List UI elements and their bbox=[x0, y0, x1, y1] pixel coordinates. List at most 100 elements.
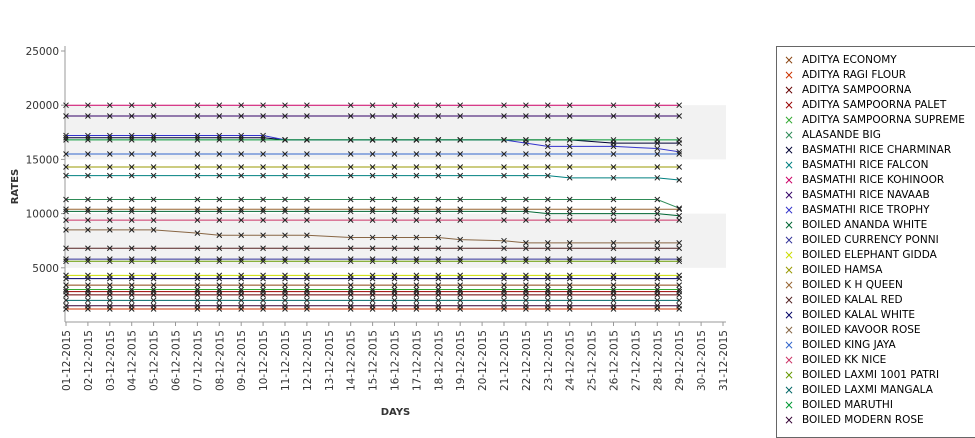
data-point-marker bbox=[501, 256, 507, 262]
data-point-marker bbox=[194, 208, 201, 215]
data-point-marker bbox=[260, 164, 266, 170]
series-line bbox=[63, 272, 683, 279]
data-point-marker bbox=[413, 206, 420, 213]
data-point-marker bbox=[413, 258, 420, 265]
data-point-marker bbox=[413, 245, 420, 252]
data-point-marker bbox=[523, 282, 529, 288]
data-point-marker bbox=[501, 245, 507, 252]
data-point-marker bbox=[238, 232, 245, 239]
data-point-marker bbox=[654, 240, 661, 246]
series-line bbox=[63, 137, 683, 143]
data-point-marker bbox=[544, 240, 551, 246]
data-point-marker bbox=[523, 208, 529, 215]
data-point-marker bbox=[347, 286, 354, 293]
data-point-marker bbox=[654, 174, 661, 181]
legend-item: × BOILED KING JAYA bbox=[783, 337, 896, 352]
data-point-marker bbox=[457, 236, 464, 243]
series-line bbox=[63, 288, 683, 295]
data-point-marker bbox=[501, 151, 507, 157]
data-point-marker bbox=[216, 196, 223, 203]
data-point-marker bbox=[654, 210, 661, 217]
data-point-marker bbox=[654, 113, 661, 119]
data-point-marker bbox=[523, 164, 529, 170]
legend-marker-icon: × bbox=[783, 397, 795, 412]
data-point-marker bbox=[501, 258, 507, 265]
data-point-marker bbox=[304, 151, 310, 157]
data-point-marker bbox=[523, 240, 529, 246]
data-point-marker bbox=[369, 206, 376, 213]
data-point-marker bbox=[544, 137, 551, 143]
data-point-marker bbox=[260, 196, 266, 203]
data-point-marker bbox=[413, 172, 420, 179]
data-point-marker bbox=[435, 172, 442, 179]
data-point-marker bbox=[413, 288, 420, 295]
data-point-marker bbox=[457, 113, 464, 119]
data-point-marker bbox=[457, 302, 464, 309]
data-point-marker bbox=[238, 134, 245, 141]
data-point-marker bbox=[150, 227, 157, 233]
data-point-marker bbox=[238, 151, 245, 157]
legend-item: × BOILED HAMSA bbox=[783, 262, 883, 277]
data-point-marker bbox=[347, 164, 354, 170]
data-point-marker bbox=[216, 297, 223, 304]
data-point-marker bbox=[216, 172, 223, 179]
data-point-marker bbox=[347, 245, 354, 252]
data-point-marker bbox=[194, 258, 201, 265]
data-point-marker bbox=[304, 302, 310, 309]
data-point-marker bbox=[150, 102, 157, 109]
data-point-marker bbox=[347, 217, 354, 223]
data-point-marker bbox=[610, 256, 617, 262]
data-point-marker bbox=[216, 102, 223, 109]
series-line bbox=[63, 196, 683, 212]
data-point-marker bbox=[457, 217, 464, 223]
data-point-marker bbox=[238, 208, 245, 215]
data-point-marker bbox=[566, 297, 573, 304]
data-point-marker bbox=[128, 102, 135, 109]
data-point-marker bbox=[610, 286, 617, 293]
data-point-marker bbox=[347, 102, 354, 109]
data-point-marker bbox=[610, 102, 617, 109]
data-point-marker bbox=[566, 245, 573, 252]
data-point-marker bbox=[523, 275, 529, 282]
data-point-marker bbox=[85, 256, 91, 262]
data-point-marker bbox=[347, 172, 354, 179]
data-point-marker bbox=[194, 151, 201, 157]
data-point-marker bbox=[106, 286, 113, 293]
x-tick-label: 14-12-2015 bbox=[346, 330, 358, 391]
data-point-marker bbox=[413, 286, 420, 293]
data-point-marker bbox=[435, 208, 442, 215]
data-point-marker bbox=[216, 206, 223, 213]
data-point-marker bbox=[544, 288, 551, 295]
data-point-marker bbox=[128, 302, 135, 309]
data-point-marker bbox=[150, 288, 157, 295]
data-point-marker bbox=[501, 206, 507, 213]
x-tick-label: 28-12-2015 bbox=[652, 330, 664, 391]
data-point-marker bbox=[654, 288, 661, 295]
data-point-marker bbox=[501, 102, 507, 109]
data-point-marker bbox=[457, 282, 464, 288]
data-point-marker bbox=[676, 258, 683, 265]
data-point-marker bbox=[369, 151, 376, 157]
legend-label: BOILED LAXMI 1001 PATRI bbox=[802, 368, 940, 381]
legend-item: × BOILED CURRENCY PONNI bbox=[783, 232, 939, 247]
series-line bbox=[63, 292, 683, 298]
series-line bbox=[63, 302, 683, 309]
data-point-marker bbox=[85, 206, 91, 213]
y-tick-label: 15000 bbox=[26, 154, 59, 166]
data-point-marker bbox=[676, 113, 683, 119]
data-point-marker bbox=[501, 137, 507, 143]
data-point-marker bbox=[150, 134, 157, 141]
y-tick-label: 25000 bbox=[26, 46, 59, 58]
series-line bbox=[63, 258, 683, 265]
legend-marker-icon: × bbox=[783, 307, 795, 322]
data-point-marker bbox=[128, 245, 135, 252]
data-point-marker bbox=[282, 217, 288, 223]
data-point-marker bbox=[676, 212, 683, 219]
data-point-marker bbox=[610, 151, 617, 157]
data-point-marker bbox=[128, 172, 135, 179]
data-point-marker bbox=[654, 282, 661, 288]
data-point-marker bbox=[85, 282, 91, 288]
data-point-marker bbox=[282, 245, 288, 252]
data-point-marker bbox=[106, 256, 113, 262]
data-point-marker bbox=[194, 134, 201, 141]
